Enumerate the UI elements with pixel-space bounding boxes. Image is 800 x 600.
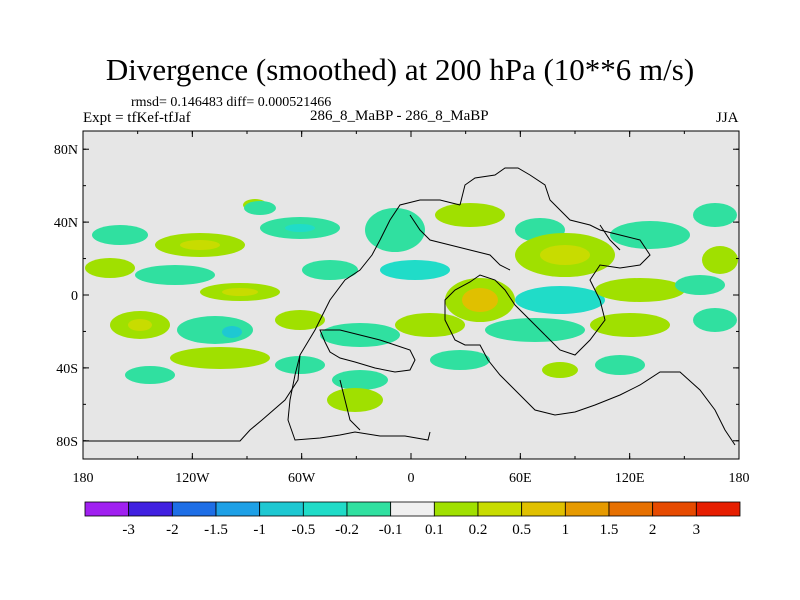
colorbar-swatch xyxy=(215,501,261,517)
colorbar-swatch xyxy=(346,501,392,517)
colorbar-label: -3 xyxy=(122,522,135,538)
colorbar-label: 0.5 xyxy=(512,522,531,538)
latitude-axis: 80N 40N 0 40S 80S xyxy=(54,143,78,450)
colorbar-swatch xyxy=(521,501,566,517)
colorbar xyxy=(84,501,741,517)
colorbar-swatch xyxy=(128,501,173,517)
lon-tick-label: 60E xyxy=(509,471,532,486)
colorbar-labels: -3 -2 -1.5 -1 -0.5 -0.2 -0.1 0.1 0.2 0.5 1 1.5 2 3 xyxy=(122,522,700,538)
colorbar-swatch xyxy=(608,501,654,517)
colorbar-swatch xyxy=(390,501,435,517)
lon-tick-label: 60W xyxy=(288,471,316,486)
lon-tick-label: 0 xyxy=(408,471,415,486)
colorbar-label: 2 xyxy=(649,522,657,538)
colorbar-label: 0.2 xyxy=(469,522,488,538)
colorbar-label: -0.5 xyxy=(291,522,315,538)
colorbar-swatch xyxy=(564,501,610,517)
season-label: JJA xyxy=(716,110,739,126)
colorbar-label: 0.1 xyxy=(425,522,444,538)
colorbar-label: -1 xyxy=(253,522,266,538)
longitude-axis: 180 120W 60W 0 60E 120E 180 xyxy=(73,471,750,486)
colorbar-label: 1 xyxy=(562,522,570,538)
lon-tick-label: 120W xyxy=(175,471,210,486)
colorbar-swatch xyxy=(259,501,304,517)
colorbar-swatch xyxy=(171,501,217,517)
lon-tick-label: 180 xyxy=(73,471,94,486)
colorbar-label: -1.5 xyxy=(204,522,228,538)
map-title: Divergence (smoothed) at 200 hPa (10**6 … xyxy=(105,52,695,87)
lat-tick-label: 0 xyxy=(71,289,78,304)
lat-tick-label: 40S xyxy=(56,362,78,377)
lon-tick-label: 120E xyxy=(615,471,645,486)
colorbar-swatch xyxy=(84,501,130,517)
stats-label: rmsd= 0.146483 diff= 0.000521466 xyxy=(131,95,332,110)
lat-tick-label: 40N xyxy=(54,216,78,231)
divergence-field xyxy=(85,199,738,412)
colorbar-swatch xyxy=(302,501,348,517)
colorbar-label: 3 xyxy=(693,522,701,538)
axis-ticks xyxy=(82,131,740,459)
colorbar-label: -0.1 xyxy=(379,522,403,538)
case-label: 286_8_MaBP - 286_8_MaBP xyxy=(310,108,489,124)
lon-tick-label: 180 xyxy=(729,471,750,486)
colorbar-swatch xyxy=(433,501,479,517)
lat-tick-label: 80S xyxy=(56,435,78,450)
colorbar-label: -0.2 xyxy=(335,522,359,538)
colorbar-swatch xyxy=(477,501,523,517)
colorbar-swatch xyxy=(652,501,697,517)
continent-outlines xyxy=(83,167,736,446)
colorbar-swatch xyxy=(695,501,741,517)
experiment-label: Expt = tfKef-tfJaf xyxy=(83,110,191,126)
colorbar-label: 1.5 xyxy=(600,522,619,538)
colorbar-label: -2 xyxy=(166,522,179,538)
lat-tick-label: 80N xyxy=(54,143,78,158)
